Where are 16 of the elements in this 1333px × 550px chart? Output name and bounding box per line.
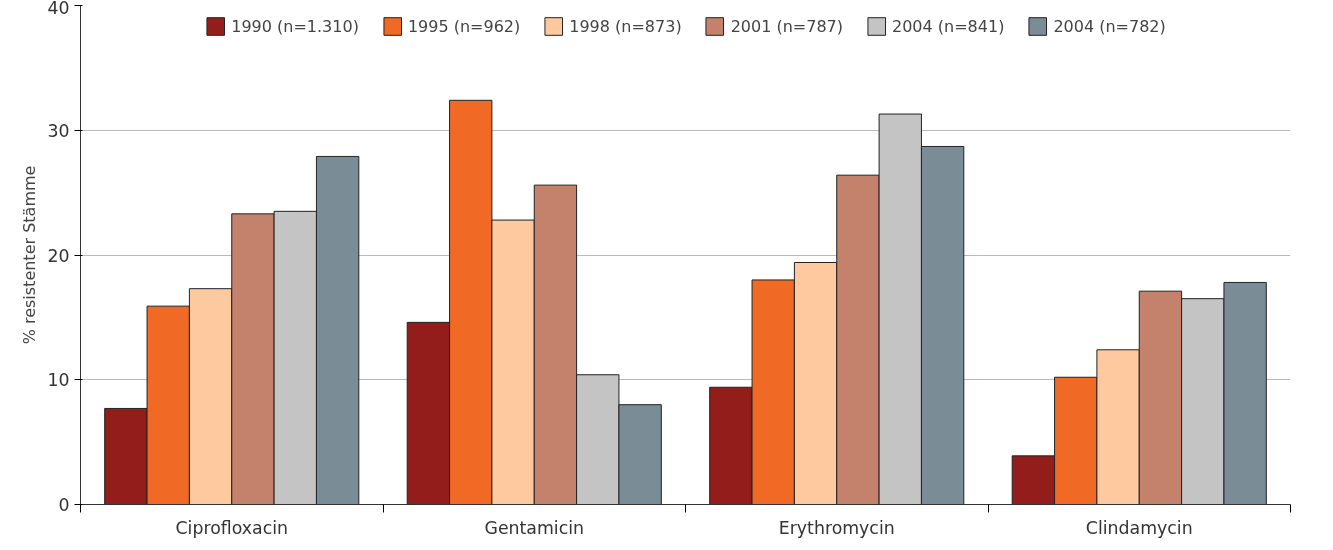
y-tick-label: 10 bbox=[47, 370, 70, 391]
x-tick-label: Ciprofloxacin bbox=[175, 517, 288, 538]
legend-label: 2004 (n=782) bbox=[1053, 16, 1166, 36]
legend-label: 1995 (n=962) bbox=[407, 16, 521, 36]
legend-label: 2004 (n=841) bbox=[892, 16, 1005, 36]
y-tick-label: 30 bbox=[47, 120, 70, 141]
x-tick-label: Gentamicin bbox=[484, 517, 585, 538]
y-tick-label: 40 bbox=[47, 0, 70, 18]
y-axis-title: % resistenter Stämme bbox=[20, 165, 40, 345]
legend-label: 2001 (n=787) bbox=[730, 16, 844, 36]
legend-label: 1990 (n=1.310) bbox=[231, 16, 359, 36]
y-tick-label: 20 bbox=[47, 245, 70, 266]
x-tick-label: Clindamycin bbox=[1085, 517, 1193, 538]
x-tick-label: Erythromycin bbox=[778, 517, 895, 538]
legend-label: 1998 (n=873) bbox=[569, 16, 682, 36]
y-tick-label: 0 bbox=[58, 495, 70, 515]
